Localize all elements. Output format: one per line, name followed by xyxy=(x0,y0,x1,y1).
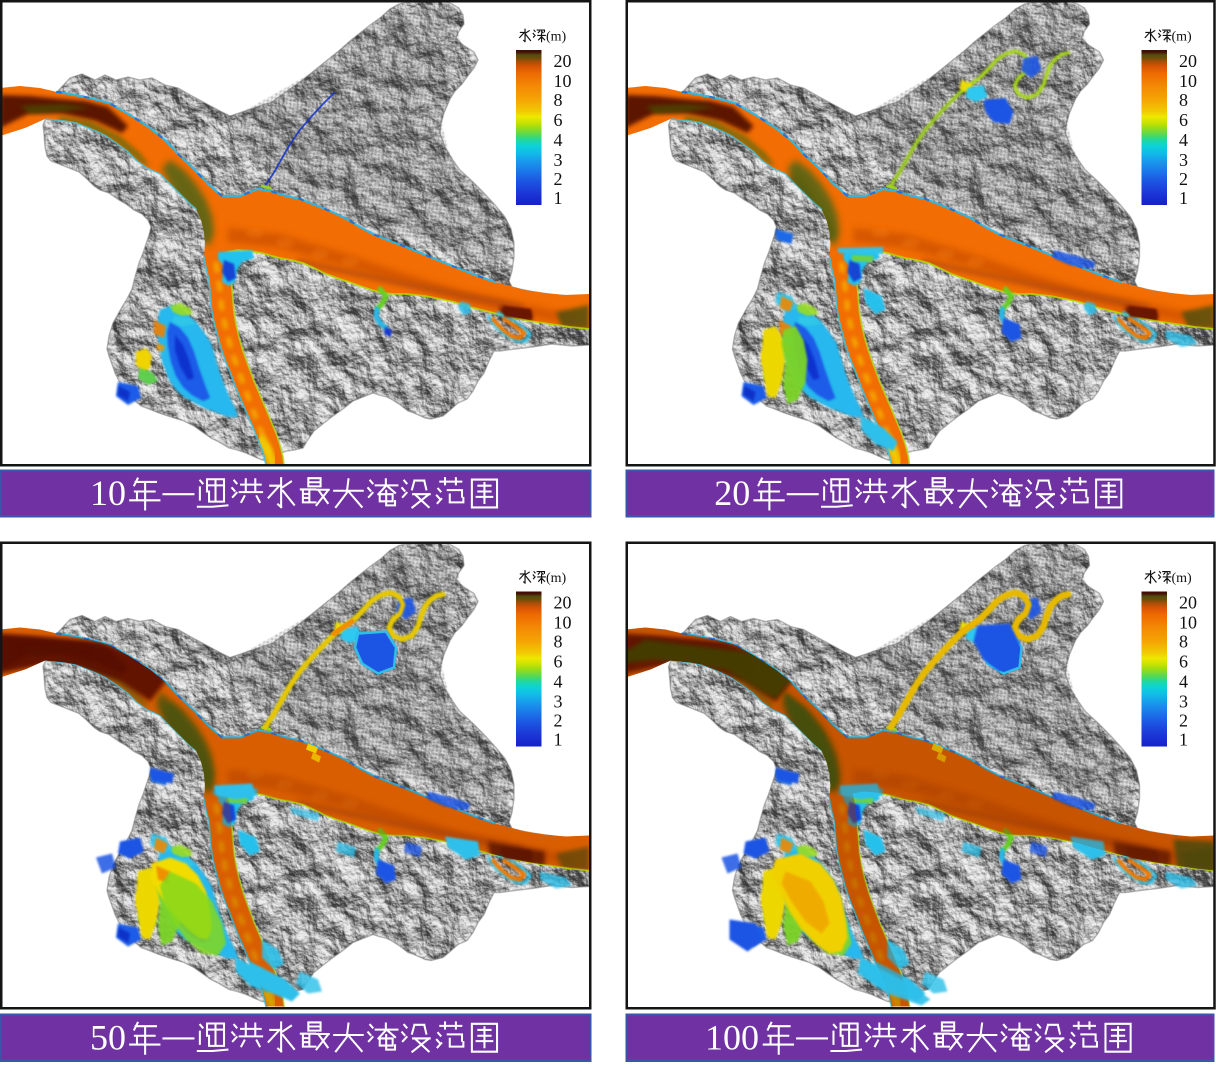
svg-text:20: 20 xyxy=(714,473,750,513)
svg-text:100: 100 xyxy=(705,1017,759,1057)
svg-text:50: 50 xyxy=(90,1017,126,1057)
svg-text:10: 10 xyxy=(90,473,126,513)
